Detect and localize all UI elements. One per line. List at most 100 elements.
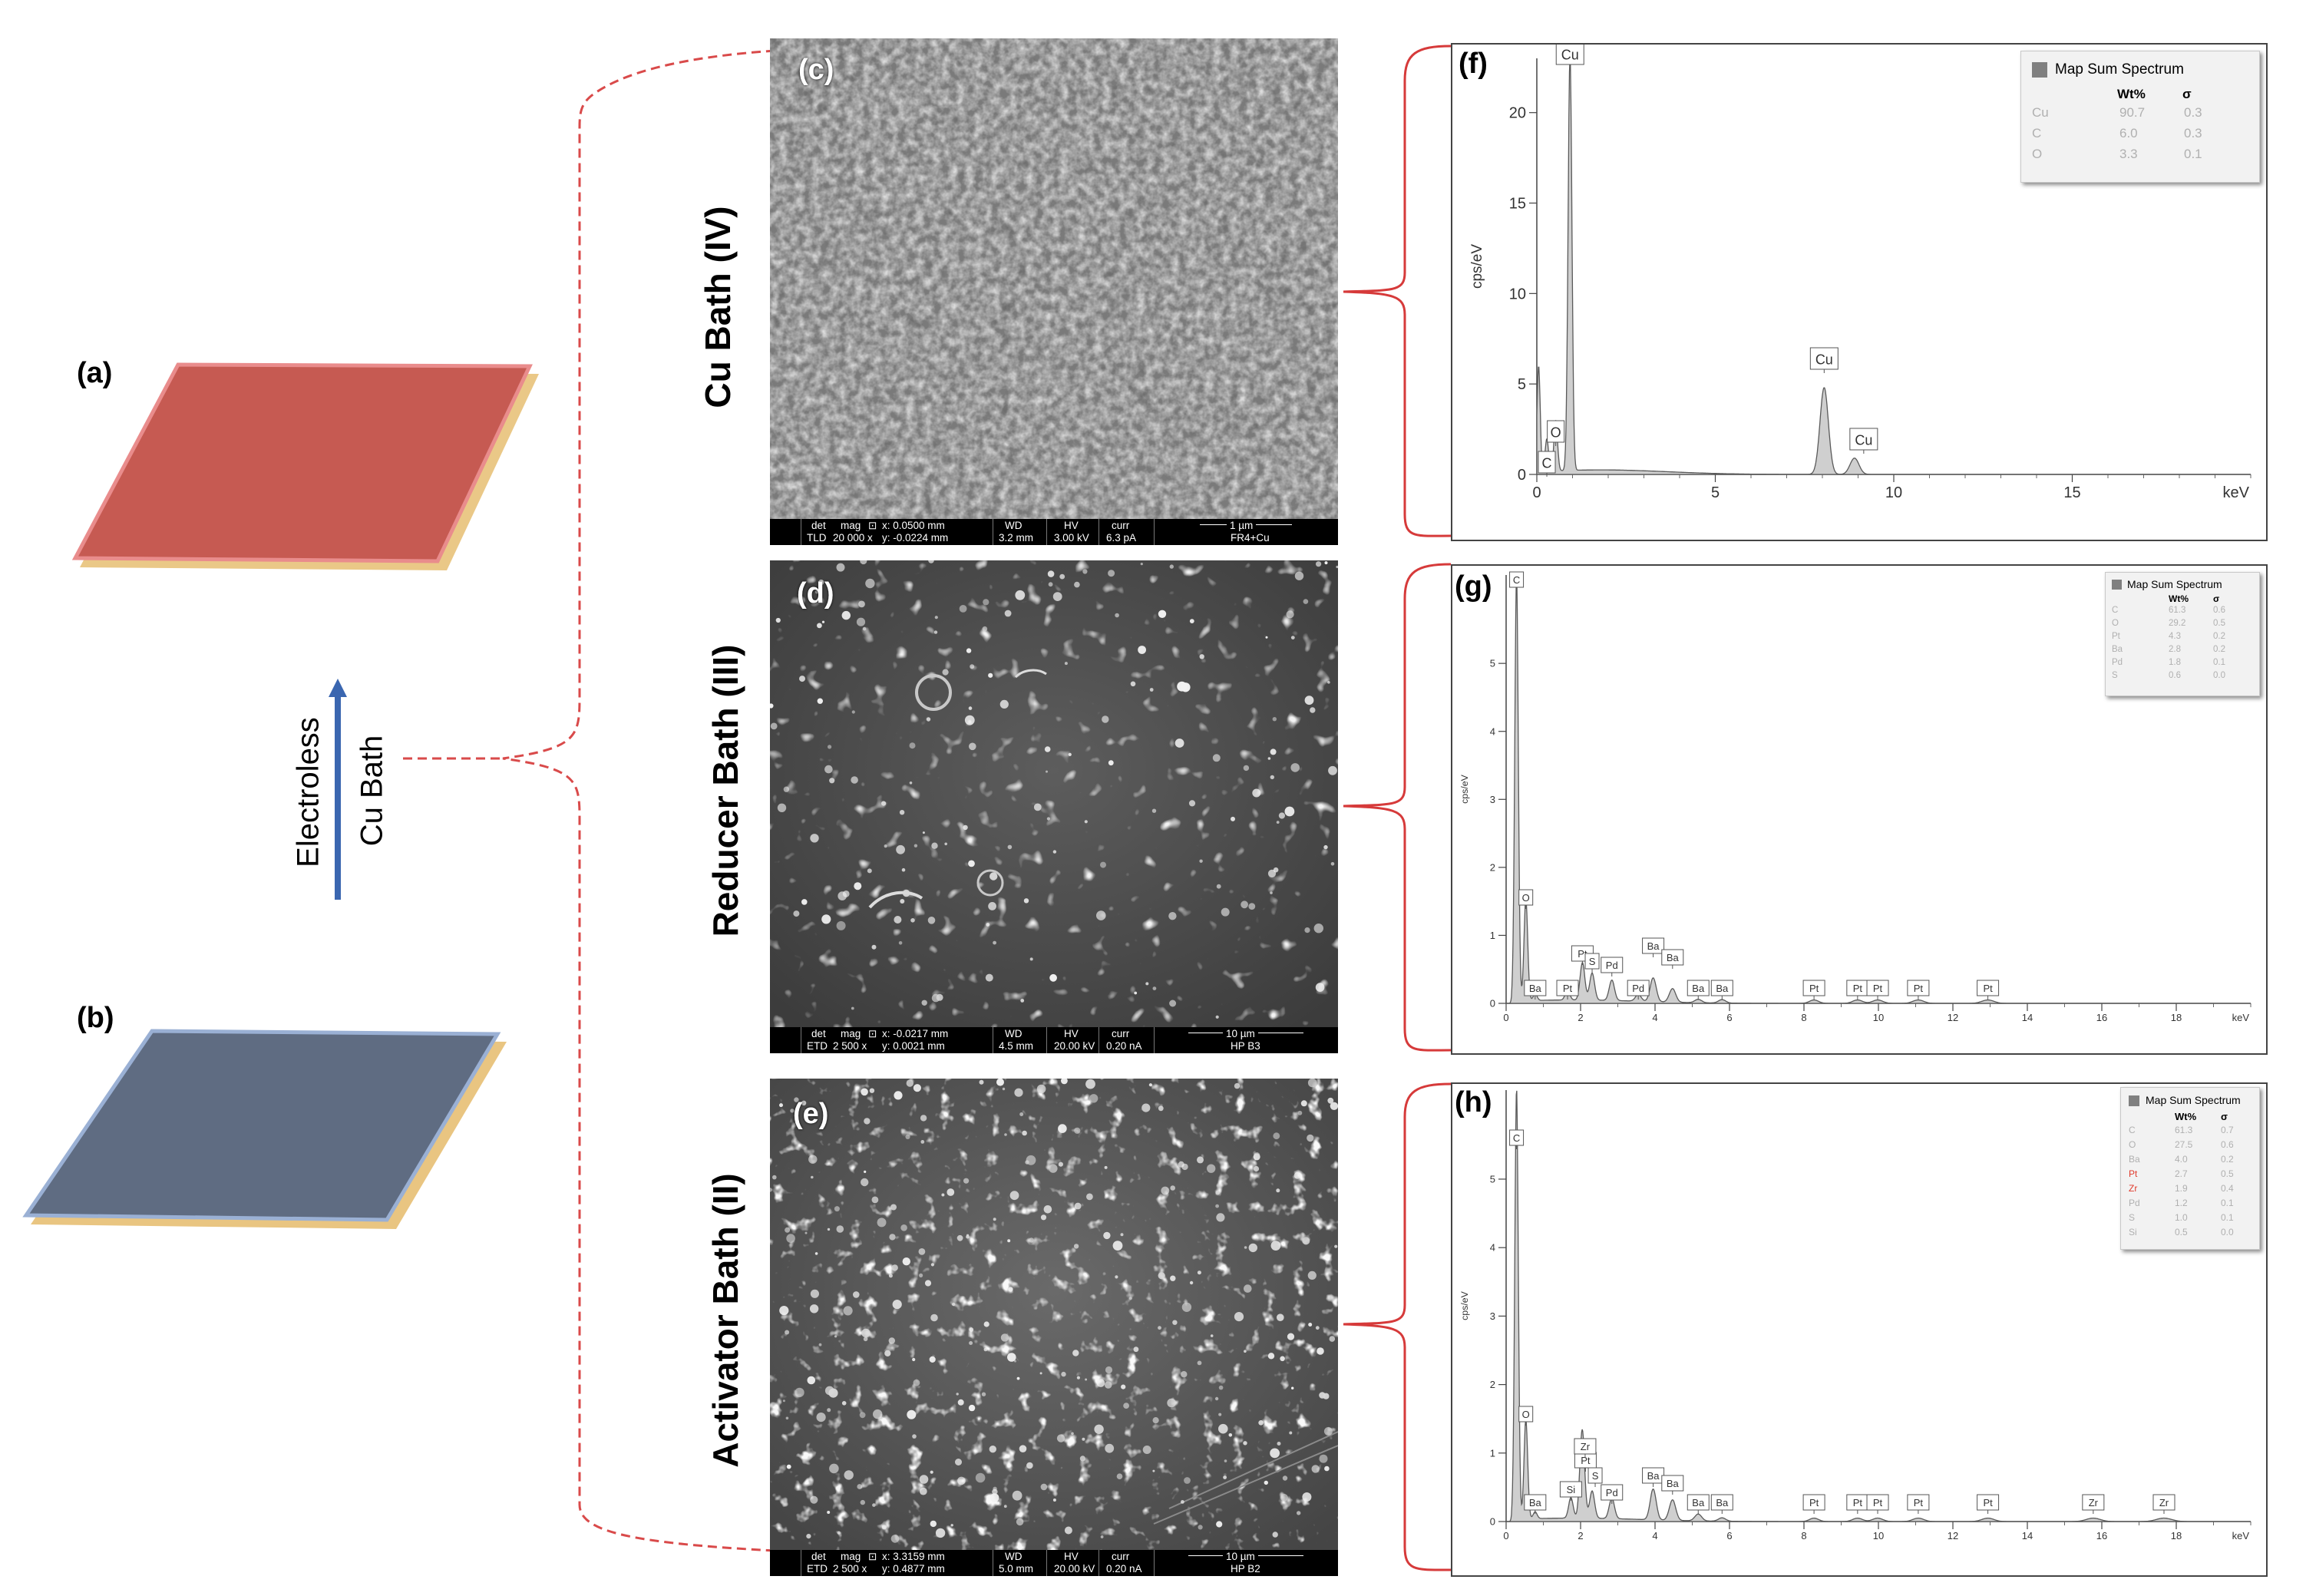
eds-h-peak-label-pt: Pt bbox=[1574, 1452, 1597, 1472]
eds-h-ytick-label: 4 bbox=[1490, 1242, 1495, 1254]
sem-e-h-wd: WD bbox=[1005, 1551, 1023, 1562]
sem-e-h-roi: ⊡ bbox=[868, 1551, 877, 1562]
eds-g-legend-sigma: 0.0 bbox=[2213, 671, 2225, 680]
eds-g-legend-el: C bbox=[2112, 606, 2119, 615]
svg-text:Ba: Ba bbox=[1667, 1478, 1680, 1489]
sem-d-v-wd: 4.5 mm bbox=[999, 1040, 1034, 1052]
eds-h-legend-el: Pd bbox=[2129, 1198, 2140, 1208]
sem-d-databar: det mag ⊡ x: -0.0217 mm WD HV curr ETD 2… bbox=[770, 1027, 1338, 1053]
sem-e-h-hv: HV bbox=[1064, 1551, 1079, 1562]
svg-text:Pt: Pt bbox=[1563, 983, 1573, 994]
eds-f-legend-el: O bbox=[2032, 147, 2043, 161]
eds-f-header-wt: Wt% bbox=[2117, 87, 2146, 101]
eds-g-peak-label-pt: Pt bbox=[1802, 980, 1825, 1000]
sem-d-v-det: ETD bbox=[807, 1040, 828, 1052]
sem-image-d: det mag ⊡ x: -0.0217 mm WD HV curr ETD 2… bbox=[770, 560, 1338, 1053]
eds-h-peak-label-pt: Pt bbox=[1866, 1494, 1889, 1514]
eds-g-legend-row-ba: Ba 2.8 0.2 bbox=[2106, 645, 2259, 658]
eds-g-header-sigma: σ bbox=[2213, 593, 2220, 604]
sem-e-v-y: y: 0.4877 mm bbox=[882, 1563, 945, 1575]
svg-text:Pt: Pt bbox=[1983, 983, 1993, 994]
sem-d-texture bbox=[770, 560, 1338, 1027]
eds-g-legend-wt: 0.6 bbox=[2169, 671, 2181, 680]
eds-h-plot: 0 2 4 6 8 10 12 14 16 18012345keVcps/eVCOBaSiPtZr… bbox=[1459, 1090, 2251, 1541]
arrow-text-electroless: Electroless bbox=[291, 717, 325, 867]
eds-g-legend-el: S bbox=[2112, 671, 2118, 680]
svg-text:C: C bbox=[1513, 1132, 1520, 1144]
eds-f-legend-row-o: O 3.3 0.1 bbox=[2021, 147, 2259, 167]
eds-f-legend: Map Sum Spectrum Wt% σ Cu 90.7 0.3 C 6.0 0.3 O… bbox=[2020, 51, 2260, 183]
eds-g-legend-sigma: 0.6 bbox=[2213, 606, 2225, 615]
eds-f-ytick-label: 15 bbox=[1509, 196, 1526, 213]
plate-b-top-layer bbox=[22, 1029, 501, 1222]
sem-c-v-mag: 20 000 x bbox=[833, 532, 873, 544]
eds-h-legend-wt: 61.3 bbox=[2175, 1125, 2193, 1135]
sem-d-v-hv: 20.00 kV bbox=[1054, 1040, 1095, 1052]
eds-g-xtick-label: 8 bbox=[1801, 1012, 1806, 1023]
svg-text:Ba: Ba bbox=[1647, 1470, 1660, 1482]
svg-text:Pt: Pt bbox=[1853, 983, 1863, 994]
eds-h-legend-sigma: 0.1 bbox=[2221, 1198, 2234, 1208]
svg-text:Ba: Ba bbox=[1529, 983, 1542, 994]
eds-g-legend-wt: 2.8 bbox=[2169, 645, 2181, 654]
arrow-text-cu-bath: Cu Bath bbox=[355, 735, 389, 847]
svg-text:O: O bbox=[1522, 892, 1530, 904]
eds-g-legend-el: O bbox=[2112, 619, 2119, 628]
eds-h-peak-label-ba: Ba bbox=[1661, 1475, 1684, 1495]
eds-g-xtick-label: 2 bbox=[1578, 1012, 1583, 1023]
sem-d-h-curr: curr bbox=[1112, 1028, 1130, 1039]
dashed-bracket bbox=[403, 49, 776, 1552]
eds-h-legend-wt: 2.7 bbox=[2175, 1168, 2188, 1179]
eds-g-legend-el: Pt bbox=[2112, 632, 2120, 641]
bracket-f bbox=[1343, 45, 1452, 537]
sem-c-sample: FR4+Cu bbox=[1231, 532, 1270, 544]
eds-h-xlabel: keV bbox=[2232, 1530, 2250, 1541]
eds-f-legend-row-cu: Cu 90.7 0.3 bbox=[2021, 105, 2259, 126]
eds-g-legend-row-c: C 61.3 0.6 bbox=[2106, 606, 2259, 619]
eds-g-legend-title: Map Sum Spectrum bbox=[2127, 578, 2222, 590]
eds-g-spectrum-series bbox=[1506, 575, 2251, 1004]
eds-h-xtick-label: 10 bbox=[1873, 1530, 1884, 1541]
sem-c-texture bbox=[770, 38, 1338, 519]
eds-f-peak-label-o: O bbox=[1547, 420, 1565, 446]
eds-g-xtick-label: 4 bbox=[1652, 1012, 1657, 1023]
eds-f-legend-wt: 3.3 bbox=[2119, 147, 2138, 161]
svg-text:Zr: Zr bbox=[2089, 1497, 2099, 1508]
panel-label-c: (c) bbox=[798, 54, 834, 86]
eds-f-peak-label-c: C bbox=[1538, 451, 1556, 477]
eds-f-spectrum-series bbox=[1536, 58, 2251, 475]
eds-f-ytick-label: 5 bbox=[1518, 376, 1526, 393]
plate-a-illustration bbox=[71, 362, 539, 570]
sem-c-scale: 1 µm bbox=[1227, 520, 1257, 531]
eds-f-legend-sigma: 0.3 bbox=[2184, 126, 2202, 140]
eds-h-legend-row-si: Si 0.5 0.0 bbox=[2121, 1227, 2259, 1241]
eds-h-peak-label-ba: Ba bbox=[1687, 1494, 1710, 1514]
sem-d-h-det: det bbox=[811, 1028, 826, 1039]
eds-h-peak-label-pt: Pt bbox=[1907, 1494, 1930, 1514]
eds-h-legend-row-zr: Zr 1.9 0.4 bbox=[2121, 1183, 2259, 1198]
eds-h-xtick-label: 18 bbox=[2171, 1530, 2182, 1541]
eds-g-xtick-label: 10 bbox=[1873, 1012, 1884, 1023]
eds-f-legend-swatch bbox=[2032, 62, 2047, 78]
panel-label-b: (b) bbox=[77, 1002, 114, 1034]
svg-text:Pt: Pt bbox=[1809, 1497, 1819, 1508]
bracket-h bbox=[1343, 1082, 1452, 1571]
sem-e-v-wd: 5.0 mm bbox=[999, 1563, 1034, 1575]
eds-h-legend-el: S bbox=[2129, 1212, 2136, 1223]
eds-h-peak-label-o: O bbox=[1518, 1406, 1534, 1426]
eds-f-header-sigma: σ bbox=[2182, 87, 2192, 101]
eds-g-peak-label-c: C bbox=[1509, 571, 1525, 591]
eds-g-legend-sigma: 0.2 bbox=[2213, 632, 2225, 641]
eds-g-peak-label-ba: Ba bbox=[1710, 980, 1733, 1000]
bracket-g bbox=[1343, 563, 1452, 1052]
eds-f-legend-row-c: C 6.0 0.3 bbox=[2021, 126, 2259, 147]
row-title-cu-bath: Cu Bath (IV) bbox=[698, 206, 738, 408]
svg-text:Ba: Ba bbox=[1716, 1497, 1729, 1508]
eds-g-peak-label-ba: Ba bbox=[1661, 949, 1684, 969]
sem-c-v-hv: 3.00 kV bbox=[1054, 532, 1089, 544]
eds-f-legend-sigma: 0.1 bbox=[2184, 147, 2202, 161]
svg-text:Cu: Cu bbox=[1855, 432, 1872, 448]
eds-g-ytick-label: 0 bbox=[1490, 998, 1495, 1009]
svg-text:Pt: Pt bbox=[1873, 1497, 1883, 1508]
sem-e-databar: det mag ⊡ x: 3.3159 mm WD HV curr ETD 2 … bbox=[770, 1550, 1338, 1576]
